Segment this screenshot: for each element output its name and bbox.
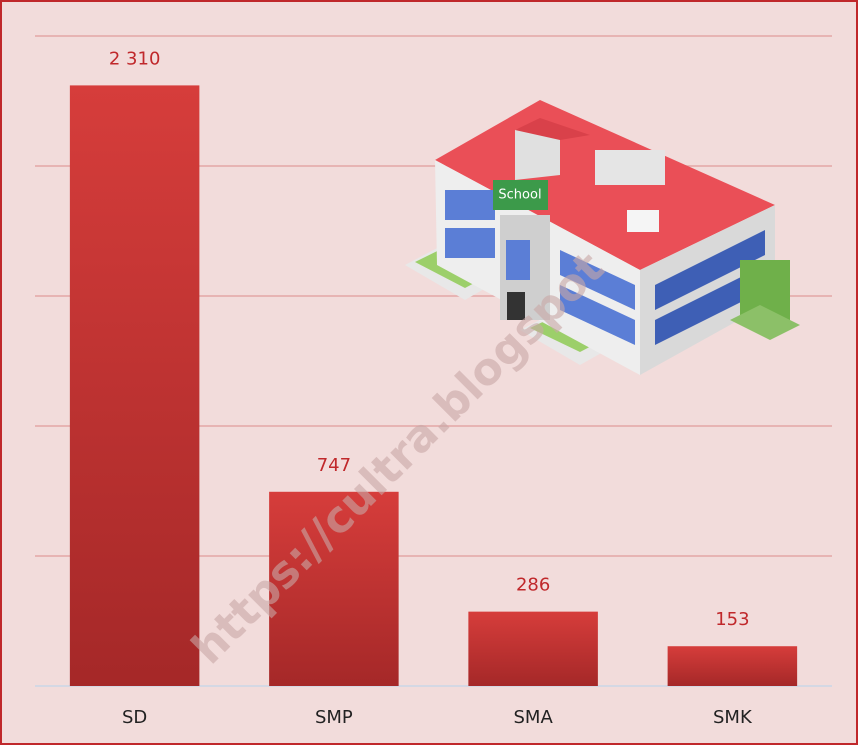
page: School https://cultra.blogspot SD2 310SM…: [0, 0, 858, 749]
value-label: 153: [715, 609, 749, 630]
chart: School https://cultra.blogspot SD2 310SM…: [0, 0, 858, 745]
illustration-label: School: [498, 188, 541, 203]
bar: [668, 646, 798, 686]
value-label: 747: [317, 455, 351, 476]
x-tick-label: SMP: [315, 707, 353, 728]
bar: [468, 612, 598, 686]
x-tick-label: SMK: [713, 707, 753, 728]
x-tick-label: SD: [122, 707, 147, 728]
value-label: 286: [516, 575, 550, 596]
bar: [70, 85, 200, 686]
value-label: 2 310: [109, 48, 161, 69]
x-tick-label: SMA: [513, 707, 553, 728]
